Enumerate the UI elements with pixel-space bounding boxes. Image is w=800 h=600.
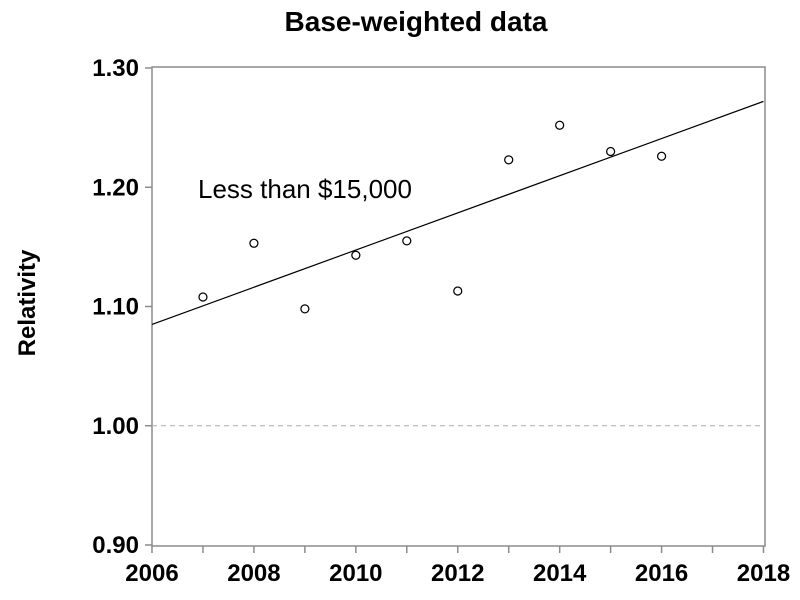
data-point xyxy=(656,151,667,161)
chart-title: Base-weighted data xyxy=(284,6,548,37)
plot-frame xyxy=(151,66,766,547)
y-axis-tick-label: 0.90 xyxy=(92,532,139,559)
y-axis-tick-label: 1.20 xyxy=(92,174,139,201)
trend-line xyxy=(151,100,764,325)
data-point xyxy=(198,292,208,302)
x-axis-tick-label: 2006 xyxy=(125,560,178,587)
data-point xyxy=(402,236,412,246)
x-axis-tick-label: 2008 xyxy=(227,560,280,587)
data-point xyxy=(249,238,259,248)
x-axis-tick-label: 2016 xyxy=(635,560,688,587)
y-axis-tick-label: 1.10 xyxy=(92,294,139,321)
y-axis-tick-label: 1.00 xyxy=(92,413,139,440)
data-point xyxy=(606,146,616,157)
data-point xyxy=(300,304,310,314)
data-point xyxy=(555,120,565,130)
data-point xyxy=(351,250,361,260)
data-point xyxy=(453,286,463,296)
y-axis-tick-label: 1.30 xyxy=(92,55,139,82)
x-axis-tick-label: 2014 xyxy=(533,560,587,587)
x-axis-tick-label: 2012 xyxy=(431,560,484,587)
x-axis-tick-label: 2018 xyxy=(737,560,790,587)
annotation-label: Less than $15,000 xyxy=(198,174,412,204)
data-point xyxy=(504,155,514,165)
x-axis-tick-label: 2010 xyxy=(329,560,382,587)
